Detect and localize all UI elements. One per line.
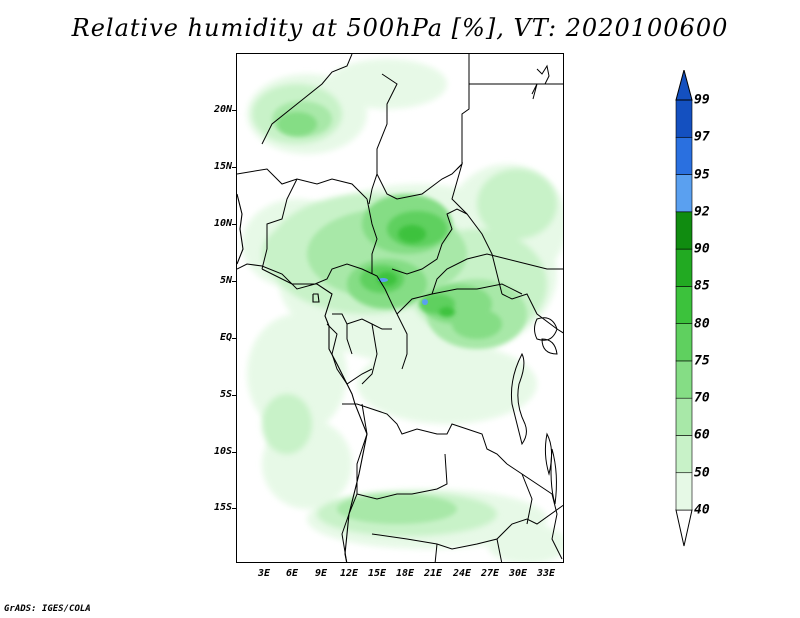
lakes [511, 317, 558, 505]
colorbar-label: 80 [694, 316, 710, 332]
lon-label-12e: 12E [339, 568, 359, 579]
colorbar-label: 75 [694, 353, 710, 369]
colorbar-band [675, 435, 693, 474]
lat-label-15n: 15N [213, 161, 232, 172]
colorbar-band [675, 472, 693, 511]
colorbar-label: 60 [694, 427, 710, 443]
humidity-field-dark [377, 225, 455, 317]
colorbar-band [675, 286, 693, 324]
lon-label-18e: 18E [395, 568, 415, 579]
lon-label-3e: 3E [257, 568, 271, 579]
lat-label-eq: EQ [219, 332, 232, 343]
colorbar-band [675, 397, 693, 436]
colorbar-band [675, 360, 693, 399]
lon-label-15e: 15E [367, 568, 387, 579]
lat-label-10s: 10S [213, 446, 232, 457]
lon-label-30e: 30E [508, 568, 528, 579]
lat-tick [232, 338, 236, 339]
colorbar-label: 90 [694, 241, 710, 257]
colorbar-lower-arrow [675, 509, 693, 547]
colorbar-band [675, 136, 693, 175]
colorbar [660, 68, 740, 550]
chart-title: Relative humidity at 500hPa [%], VT: 202… [71, 14, 729, 42]
colorbar-label: 70 [694, 390, 710, 406]
red-sea [531, 64, 550, 100]
colorbar-band [675, 211, 693, 250]
country-borders [237, 54, 563, 562]
map-canvas [237, 54, 563, 562]
lat-label-5s: 5S [219, 389, 232, 400]
lat-tick [232, 452, 236, 453]
credit-label: GrADS: IGES/COLA [4, 604, 91, 614]
colorbar-band [675, 99, 693, 138]
colorbar-band [675, 323, 693, 362]
lat-tick [232, 167, 236, 168]
lat-label-20n: 20N [213, 104, 232, 115]
lat-tick [232, 508, 236, 509]
colorbar-label: 99 [694, 92, 710, 108]
lat-tick [232, 281, 236, 282]
lat-tick [232, 224, 236, 225]
lat-tick [232, 395, 236, 396]
colorbar-label: 92 [694, 204, 710, 220]
coastline [237, 193, 368, 562]
lon-label-21e: 21E [423, 568, 443, 579]
colorbar-graphic [675, 68, 693, 547]
lat-label-15s: 15S [213, 502, 232, 513]
humidity-map [236, 53, 564, 563]
lon-label-27e: 27E [480, 568, 500, 579]
lon-label-24e: 24E [452, 568, 472, 579]
colorbar-label: 97 [694, 129, 710, 145]
lat-tick [232, 110, 236, 111]
lat-label-5n: 5N [219, 275, 232, 286]
colorbar-band [675, 248, 693, 287]
colorbar-label: 40 [694, 502, 710, 518]
colorbar-band [675, 174, 693, 213]
lon-label-6e: 6E [285, 568, 299, 579]
colorbar-upper-arrow [675, 68, 693, 101]
lon-label-9e: 9E [314, 568, 328, 579]
lat-label-10n: 10N [213, 218, 232, 229]
lon-label-33e: 33E [536, 568, 556, 579]
colorbar-label: 85 [694, 278, 710, 294]
colorbar-label: 95 [694, 167, 710, 183]
colorbar-label: 50 [694, 465, 710, 481]
